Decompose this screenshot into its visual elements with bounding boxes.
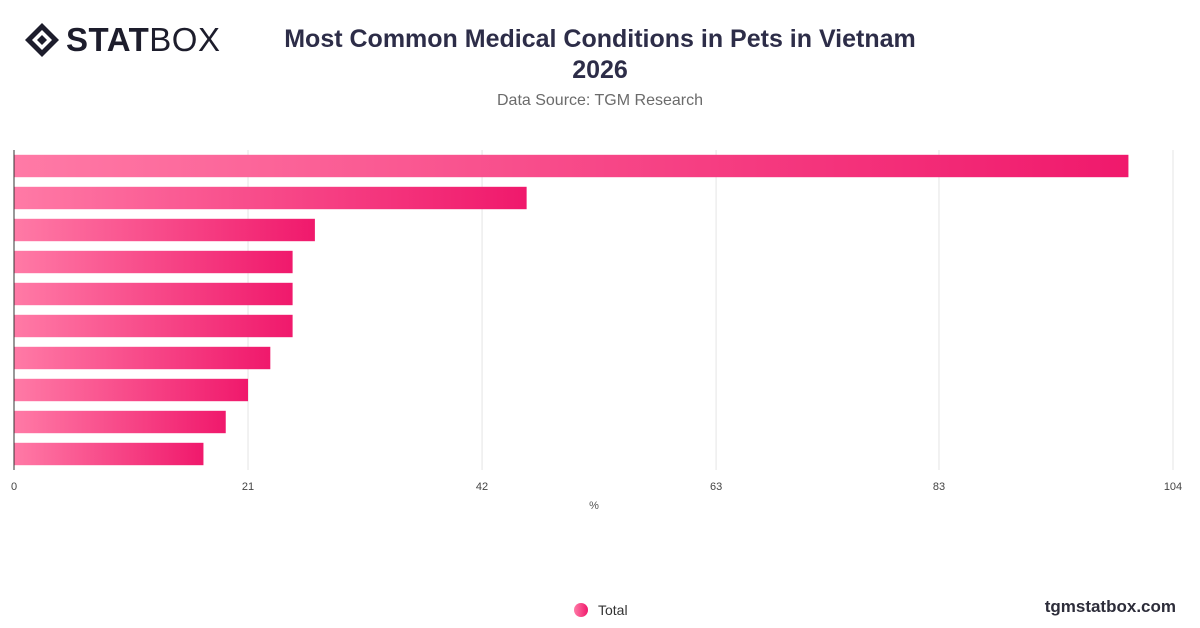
bar-8[interactable] (14, 378, 249, 402)
bar-3[interactable] (14, 218, 315, 242)
data-source: Data Source: TGM Research (496, 92, 703, 109)
x-tick-label: 21 (242, 481, 254, 493)
logo-text-bold: STAT (66, 21, 150, 58)
logo-text-light: BOX (149, 21, 221, 58)
legend-label-total: Total (598, 602, 628, 618)
x-tick-label: 42 (476, 481, 488, 493)
bar-7[interactable] (14, 346, 271, 370)
x-tick-label: 63 (710, 481, 722, 493)
x-axis-label: % (589, 500, 599, 512)
bar-4[interactable] (14, 250, 293, 274)
chart-title-line2: 2026 (572, 56, 628, 84)
brand-url: tgmstatbox.com (1044, 597, 1176, 616)
chart-title: Most Common Medical Conditions in Pets i… (250, 24, 950, 86)
bar-2[interactable] (14, 186, 527, 210)
bar-5[interactable] (14, 282, 293, 306)
legend[interactable]: Total (574, 602, 628, 618)
bar-10[interactable] (14, 442, 204, 466)
legend-marker (574, 603, 588, 617)
x-tick-label: 0 (11, 481, 17, 493)
x-tick-labels: 0 21 42 63 83 104 (11, 481, 1182, 493)
statbox-logo: STATBOX (24, 22, 220, 58)
bar-9[interactable] (14, 410, 226, 434)
bar-1[interactable] (14, 154, 1129, 178)
bars (14, 154, 1129, 466)
chart-title-line1: Most Common Medical Conditions in Pets i… (284, 25, 916, 53)
statbox-diamond-icon (25, 23, 59, 57)
x-tick-label: 83 (933, 481, 945, 493)
logo-wordmark: STATBOX (66, 22, 220, 58)
x-tick-label: 104 (1164, 481, 1182, 493)
bar-6[interactable] (14, 314, 293, 338)
